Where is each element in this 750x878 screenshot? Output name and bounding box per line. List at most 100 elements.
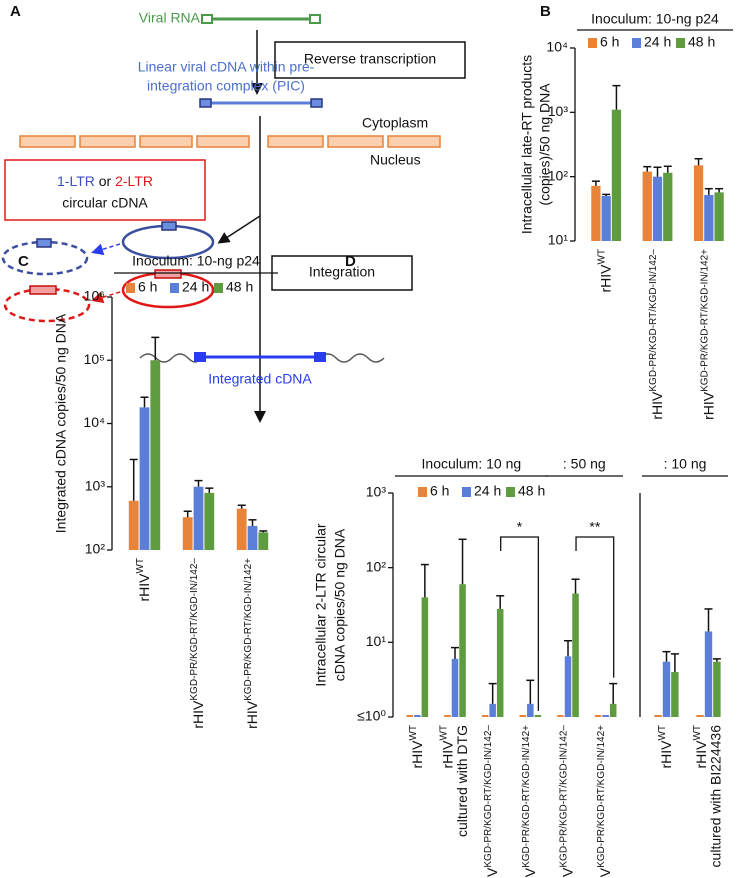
ltr — [161, 221, 177, 231]
x-tick-label: rHIVWT — [596, 249, 613, 293]
bar — [591, 185, 601, 241]
bar — [489, 703, 496, 717]
header: Inoculum: 10-ng p24 — [591, 11, 719, 27]
error-bar — [662, 650, 671, 662]
x-tick-label: rHIVKGD-PR/KGD-RT/KGD-IN/142+ — [243, 558, 260, 729]
header: Inoculum: 10 ng — [422, 456, 522, 472]
error-bar — [129, 458, 138, 501]
category: rHIV — [597, 264, 613, 293]
significance-bracket — [575, 536, 615, 678]
x-tick-label: rHIVWT — [438, 725, 455, 769]
bar — [182, 517, 193, 550]
y-tick-label: 10⁵ — [84, 351, 105, 367]
y-axis-label: Intracellular 2-LTR circular — [313, 523, 329, 686]
error-bar — [205, 487, 214, 493]
x-tick-note: cultured with BI224436 — [708, 725, 724, 868]
category: rHIV — [559, 867, 575, 878]
ltr — [201, 14, 213, 24]
bar — [602, 715, 609, 717]
error-bar — [694, 157, 703, 166]
bar — [652, 176, 663, 241]
bar — [128, 500, 139, 550]
category-superscript: KGD-PR/KGD-RT/KGD-IN/142+ — [243, 558, 254, 701]
category: rHIV — [484, 867, 500, 878]
label: 1-LTR or 2-LTR — [57, 173, 153, 189]
bar — [609, 703, 617, 717]
bar — [671, 672, 679, 717]
host-dna — [139, 353, 385, 363]
significance-label: * — [517, 519, 523, 535]
x-tick-label: rHIVWT — [692, 725, 709, 769]
error-bar — [151, 336, 160, 361]
category-superscript: KGD-PR/KGD-RT/KGD-IN/142– — [648, 249, 659, 392]
label: Integration — [309, 264, 375, 280]
bar — [459, 584, 466, 717]
arrow — [217, 215, 261, 244]
legend-label: 24 h — [474, 483, 501, 499]
category: rHIV — [693, 740, 709, 769]
y-axis-label: (copies)/50 ng DNA — [537, 83, 553, 206]
category-superscript: WT — [596, 249, 607, 265]
error-bar — [259, 530, 268, 533]
category-superscript: KGD-PR/KGD-RT/KGD-IN/142+ — [520, 725, 531, 868]
error-bar — [458, 538, 467, 585]
box — [274, 41, 466, 79]
category-superscript: WT — [407, 725, 418, 741]
label: Cytoplasm — [362, 115, 428, 131]
ltr — [29, 285, 57, 295]
error-bar — [704, 187, 713, 195]
x-tick-label: rHIVKGD-PR/KGD-RT/KGD-IN/142+ — [596, 725, 613, 878]
ltr — [314, 352, 326, 362]
category: rHIV — [439, 740, 455, 769]
y-tick-label: 10⁴ — [83, 414, 105, 430]
panel-a: A Viral RNA Reverse transcription Linear… — [1, 3, 466, 423]
bar — [696, 715, 704, 717]
category: rHIV — [700, 391, 716, 420]
panel-letter: D — [345, 253, 356, 270]
legend-swatch — [126, 283, 135, 293]
error-bar — [248, 519, 257, 526]
x-tick-label: rHIVWT — [135, 558, 152, 602]
category-superscript: KGD-PR/KGD-RT/KGD-IN/142+ — [596, 725, 607, 868]
legend-label: 48 h — [688, 34, 715, 50]
bar — [714, 192, 724, 241]
legend-label: 48 h — [226, 279, 253, 295]
bar — [204, 492, 215, 550]
error-bar — [670, 653, 679, 673]
x-tick-note: cultured with DTG — [454, 725, 470, 837]
category-superscript: WT — [135, 558, 146, 574]
y-tick-label: 10² — [548, 167, 569, 183]
error-bar — [571, 578, 580, 594]
error-bar — [420, 563, 429, 598]
x-tick-label: rHIVKGD-PR/KGD-RT/KGD-IN/142– — [483, 725, 500, 878]
panel-letter: C — [18, 253, 29, 270]
label: integration complex (PIC) — [147, 78, 305, 94]
category: rHIV — [658, 740, 674, 769]
label: Viral RNA — [139, 10, 201, 26]
error-bar — [612, 84, 621, 110]
bar — [519, 715, 527, 717]
error-bar — [526, 679, 535, 704]
label: Linear viral cDNA within pre- — [138, 59, 315, 75]
panel-letter: A — [10, 3, 21, 20]
bar — [642, 171, 652, 241]
ltr — [194, 352, 206, 362]
bar — [444, 715, 451, 717]
x-tick-label: rHIVWT — [407, 725, 424, 769]
bar — [557, 715, 564, 717]
legend-label: 48 h — [518, 483, 545, 499]
error-bar — [488, 682, 497, 704]
error-bar — [712, 658, 721, 662]
category-superscript: KGD-PR/KGD-RT/KGD-IN/142– — [483, 725, 494, 868]
significance-bracket — [500, 536, 540, 711]
category-superscript: WT — [657, 725, 668, 741]
significance-label: ** — [589, 519, 600, 535]
y-tick-label: 10² — [85, 541, 106, 557]
header: : 50 ng — [563, 456, 606, 472]
label: 1-LTR — [57, 173, 95, 189]
error-bar — [591, 180, 600, 186]
y-axis-label: cDNA copies/50 ng DNA — [332, 528, 348, 681]
bar — [421, 597, 429, 717]
bar — [611, 109, 622, 241]
